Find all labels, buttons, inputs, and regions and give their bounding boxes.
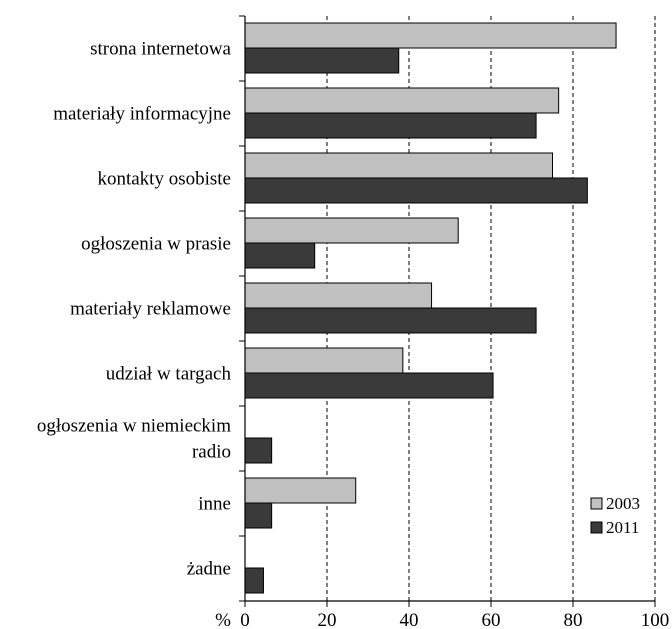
x-tick-label: 0 — [240, 610, 250, 629]
legend-swatch-2003 — [590, 497, 603, 510]
bar-2011 — [244, 502, 273, 529]
category-label: materiały reklamowe — [70, 299, 231, 320]
axes — [239, 15, 656, 607]
bar-2003 — [244, 152, 553, 179]
x-tick-label: 20 — [318, 610, 337, 629]
bar-2003 — [244, 282, 433, 309]
bar-2011 — [244, 112, 537, 139]
x-tick-label: 60 — [482, 610, 501, 629]
x-tick-label: 40 — [400, 610, 419, 629]
bar-2011 — [244, 242, 316, 269]
category-label: kontakty osobiste — [97, 169, 231, 190]
x-tick-label: 100 — [641, 610, 670, 629]
bars — [244, 22, 617, 594]
category-label: ogłoszenia w prasie — [81, 234, 231, 255]
category-labels: strona internetowa materiały informacyjne… — [37, 39, 232, 580]
legend-label: 2011 — [606, 518, 639, 537]
bar-2011 — [244, 372, 494, 399]
category-label: udział w targach — [106, 364, 232, 385]
category-label: ogłoszenia w niemieckim — [37, 416, 231, 437]
category-label: radio — [192, 442, 231, 463]
bar-2003 — [244, 22, 617, 49]
bar-2011 — [244, 47, 400, 74]
bar-2003 — [244, 347, 404, 374]
bar-2011 — [244, 437, 273, 464]
x-unit-label: % — [215, 610, 231, 629]
category-label: żadne — [187, 559, 231, 580]
category-label: inne — [198, 494, 231, 515]
category-label: strona internetowa — [90, 39, 231, 60]
x-tick-label: 80 — [564, 610, 583, 629]
legend-label: 2003 — [606, 494, 640, 513]
legend-swatch-2011 — [590, 521, 603, 534]
category-label: materiały informacyjne — [53, 104, 231, 125]
bar-2011 — [244, 177, 588, 204]
bar-2003 — [244, 87, 560, 114]
x-tick-labels: % 0 20 40 60 80 100 — [215, 610, 669, 629]
bar-2011 — [244, 567, 264, 594]
bar-2003 — [244, 477, 357, 504]
bar-2003 — [244, 217, 459, 244]
bar-2011 — [244, 307, 537, 334]
legend: 2003 2011 — [590, 494, 640, 537]
